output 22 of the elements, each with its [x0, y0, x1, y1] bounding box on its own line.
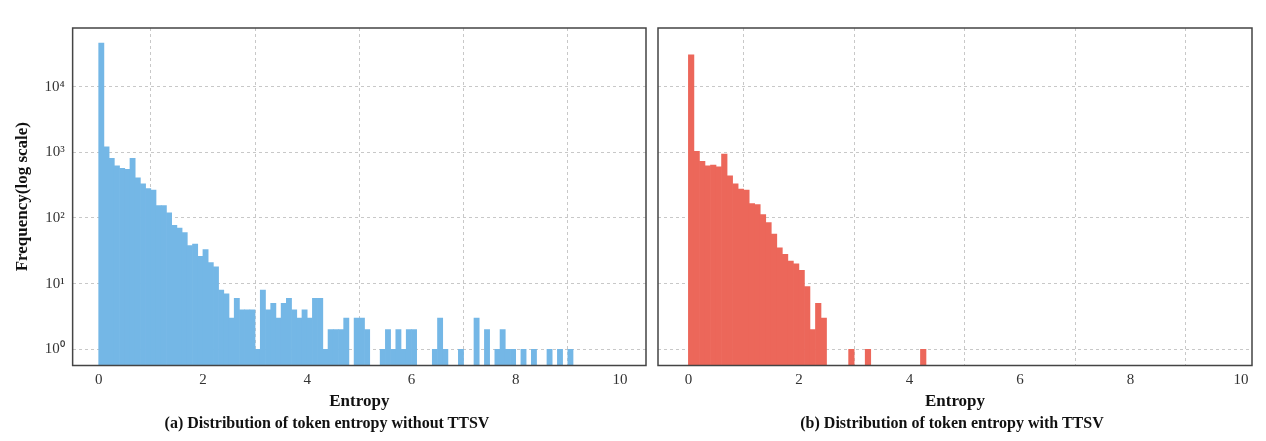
x-tick-label: 10: [1233, 371, 1249, 388]
x-tick-label: 2: [795, 371, 803, 388]
y-axis-title: Frequency(log scale): [11, 122, 31, 272]
x-tick-label: 0: [94, 371, 103, 388]
x-tick-label: 10: [612, 371, 628, 388]
x-axis-title: Entropy: [329, 390, 390, 410]
y-tick-label: 10⁴: [44, 77, 65, 94]
text: (b) Distribution of token entropy with TTSV: [800, 413, 1105, 432]
text: (a) Distribution of token entropy without TTSV: [164, 413, 490, 432]
x-tick-label: 4: [303, 371, 312, 388]
x-tick-label: 8: [1126, 371, 1135, 388]
x-tick-label: 6: [1016, 371, 1025, 388]
y-tick-label: 10⁰: [44, 340, 65, 357]
x-tick-label: 0: [684, 371, 693, 388]
y-tick-label: 10²: [45, 208, 66, 225]
y-tick-label: 10³: [45, 143, 66, 160]
x-axis-title: Entropy: [924, 390, 986, 410]
x-tick-label: 4: [905, 371, 914, 388]
x-tick-label: 2: [199, 371, 207, 388]
x-tick-label: 8: [511, 371, 520, 388]
y-tick-label: 10¹: [45, 274, 65, 291]
x-tick-label: 6: [407, 371, 416, 388]
